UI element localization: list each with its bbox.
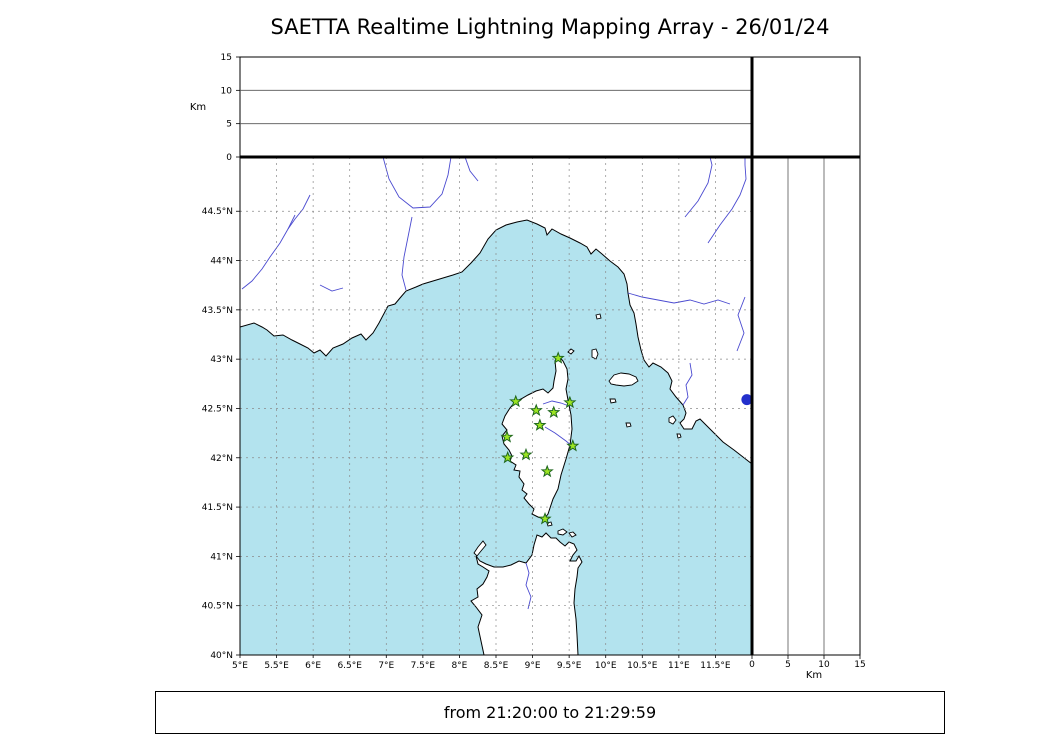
river [707, 157, 747, 244]
right-panel-tick-label: 0 [749, 660, 755, 670]
top-panel-tick-label: 15 [221, 53, 232, 63]
station-star-marker [540, 464, 554, 478]
river [544, 426, 573, 447]
island-capraia [591, 348, 599, 360]
island-montecristo [625, 422, 632, 428]
lon-tick-label: 8.5°E [484, 661, 509, 671]
island-caprera [568, 531, 577, 538]
island-elba [608, 372, 639, 387]
station-star-marker [501, 450, 515, 464]
lon-tick-label: 10°E [595, 661, 617, 671]
river [627, 292, 731, 305]
island-gorgona [595, 313, 602, 320]
island-maddalena [557, 528, 568, 536]
station-star-marker [551, 351, 565, 364]
river [382, 157, 452, 209]
lon-tick-label: 10.5°E [627, 661, 658, 671]
river [684, 157, 713, 218]
time-range-box: from 21:20:00 to 21:29:59 [155, 691, 945, 734]
island-pianosa [609, 398, 617, 404]
station-star-marker [547, 405, 561, 419]
lat-tick-label: 43°N [210, 355, 233, 365]
lon-tick-label: 9.5°E [557, 661, 582, 671]
lat-tick-label: 42°N [210, 454, 233, 464]
station-star-marker [509, 394, 523, 408]
lat-tick-label: 40°N [210, 651, 233, 661]
lat-tick-label: 40.5°N [202, 602, 233, 612]
lat-tick-label: 43.5°N [202, 306, 233, 316]
right-panel-tick-label: 5 [785, 660, 791, 670]
right-altitude-panel [751, 156, 861, 656]
lon-tick-label: 6°E [305, 661, 321, 671]
station-star-marker [563, 395, 577, 409]
top-panel-tick-label: 10 [221, 86, 233, 96]
station-star-marker [519, 447, 533, 461]
lon-tick-label: 6.5°E [337, 661, 362, 671]
top-panel-axis-label: Km [190, 102, 206, 113]
sardinia [470, 532, 583, 655]
right-panel-axis-label: Km [806, 670, 822, 681]
station-star-marker [500, 430, 514, 443]
lon-tick-label: 5.5°E [264, 661, 289, 671]
island-asinara [473, 540, 487, 557]
river [736, 296, 746, 352]
lon-tick-label: 5°E [232, 661, 248, 671]
mainland-coast [240, 157, 752, 465]
right-panel-tick-label: 15 [854, 660, 865, 670]
river [542, 400, 570, 407]
river [525, 562, 532, 610]
lat-tick-label: 42.5°N [202, 404, 233, 414]
station-star-marker [533, 418, 547, 431]
station-star-marker [538, 511, 552, 525]
island-giglio [668, 415, 677, 425]
lon-tick-label: 11.5°E [700, 661, 731, 671]
lon-tick-label: 7°E [378, 661, 394, 671]
river [401, 216, 413, 291]
altitude-panels: 0 5 10 15 Km 0 5 10 15 Km [190, 53, 866, 681]
corner-panel [751, 56, 861, 158]
right-panel-tick-label: 10 [818, 660, 830, 670]
axes-overlay: 5°E 5.5°E 6°E 6.5°E 7°E 7.5°E 8°E 8.5°E 9°E 9.5°E… [202, 57, 860, 671]
lon-tick-label: 11°E [668, 661, 690, 671]
river [319, 284, 344, 292]
lon-tick-label: 7.5°E [411, 661, 436, 671]
lat-tick-label: 44.5°N [202, 207, 233, 217]
map-panel [240, 157, 752, 655]
lat-tick-label: 41°N [210, 552, 233, 562]
station-star-marker [566, 439, 580, 452]
corsica [501, 354, 573, 520]
lat-tick-label: 41.5°N [202, 503, 233, 513]
river [682, 362, 693, 406]
lon-tick-label: 8°E [451, 661, 467, 671]
lat-tick-label: 44°N [210, 257, 233, 267]
lon-tick-label: 9°E [525, 661, 541, 671]
blue-dot-marker [741, 394, 752, 406]
top-altitude-panel [239, 56, 753, 158]
top-panel-tick-label: 0 [226, 153, 232, 163]
top-panel-tick-label: 5 [226, 120, 232, 130]
river [464, 157, 479, 182]
river [287, 194, 311, 230]
station-star-marker [529, 403, 543, 417]
islet-giraglia [567, 348, 575, 355]
time-range-text: from 21:20:00 to 21:29:59 [443, 703, 657, 722]
figure-title: SAETTA Realtime Lightning Mapping Array … [270, 15, 830, 39]
